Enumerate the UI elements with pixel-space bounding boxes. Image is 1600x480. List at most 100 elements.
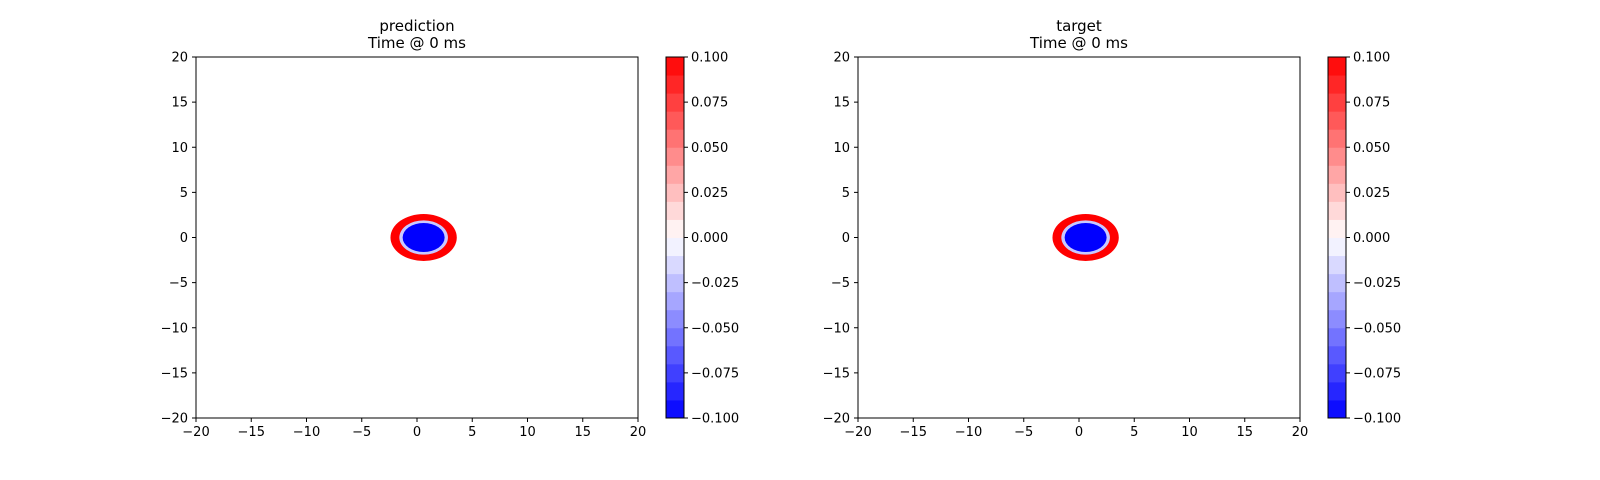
- colorbar-tick-label: 0.000: [1353, 231, 1390, 246]
- colorbar-level: [666, 165, 684, 184]
- x-tick-label: 10: [519, 425, 536, 440]
- colorbar-level: [1328, 183, 1346, 202]
- colorbar-level: [1328, 309, 1346, 329]
- colorbar-level: [666, 75, 684, 94]
- colorbar-level: [1328, 93, 1346, 112]
- x-tick-label: 15: [574, 425, 591, 440]
- colorbar-level: [666, 309, 684, 329]
- colorbar-level: [1328, 111, 1346, 130]
- chart-title: prediction: [379, 17, 454, 35]
- colorbar-level: [1328, 75, 1346, 94]
- colorbar-level: [1328, 147, 1346, 166]
- colorbar-level: [1328, 363, 1346, 383]
- x-tick-label: −5: [1014, 425, 1033, 440]
- colorbar-tick-label: 0.050: [691, 141, 728, 156]
- colorbar-level: [1328, 345, 1346, 365]
- heatmap-negative-core: [1064, 223, 1107, 252]
- y-tick-label: −10: [823, 321, 850, 336]
- colorbar-level: [1328, 255, 1346, 275]
- y-tick-label: −5: [169, 276, 188, 291]
- colorbar-level: [666, 399, 684, 419]
- colorbar-tick-label: −0.050: [691, 321, 739, 336]
- colorbar-level: [666, 219, 684, 238]
- y-tick-label: 15: [171, 96, 188, 111]
- colorbar-level: [1328, 219, 1346, 238]
- colorbar-tick-label: 0.100: [1353, 51, 1390, 66]
- colorbar-tick-label: −0.050: [1353, 321, 1401, 336]
- colorbar-tick-label: 0.075: [691, 96, 728, 111]
- y-tick-label: −20: [161, 412, 188, 427]
- x-tick-label: −15: [900, 425, 927, 440]
- colorbar-level: [1328, 399, 1346, 419]
- x-tick-label: −10: [293, 425, 320, 440]
- colorbar-level: [1328, 327, 1346, 347]
- y-tick-label: 10: [171, 141, 188, 156]
- colorbar-level: [1328, 237, 1346, 257]
- y-tick-label: −20: [823, 412, 850, 427]
- chart-subtitle: Time @ 0 ms: [1029, 34, 1128, 52]
- colorbar-level: [666, 183, 684, 202]
- x-tick-label: 15: [1236, 425, 1253, 440]
- colorbar-level: [1328, 57, 1346, 76]
- colorbar-level: [1328, 381, 1346, 401]
- panel-target: target Time @ 0 ms −20 −15 −10 −5 0 5 10 15 20 −2…: [823, 17, 1402, 440]
- colorbar-level: [1328, 129, 1346, 148]
- y-tick-label: 0: [842, 231, 850, 246]
- x-tick-label: 0: [1075, 425, 1083, 440]
- y-tick-label: 20: [171, 51, 188, 66]
- x-tick-label: 20: [630, 425, 647, 440]
- colorbar-tick-label: 0.075: [1353, 96, 1390, 111]
- x-tick-label: −5: [352, 425, 371, 440]
- colorbar-tick-label: 0.025: [691, 186, 728, 201]
- colorbar-level: [666, 111, 684, 130]
- x-tick-label: −20: [182, 425, 209, 440]
- colorbar-level: [666, 273, 684, 293]
- colorbar-level: [666, 363, 684, 383]
- colorbar-level: [666, 291, 684, 311]
- x-tick-label: 0: [413, 425, 421, 440]
- x-tick-label: −10: [955, 425, 982, 440]
- x-tick-label: −20: [844, 425, 871, 440]
- colorbar-level: [1328, 165, 1346, 184]
- y-tick-label: −15: [161, 366, 188, 381]
- colorbar-tick-label: −0.025: [1353, 276, 1401, 291]
- y-tick-label: 0: [180, 231, 188, 246]
- x-tick-label: 20: [1292, 425, 1309, 440]
- y-tick-label: 5: [180, 186, 188, 201]
- y-tick-label: 10: [833, 141, 850, 156]
- colorbar-level: [666, 201, 684, 220]
- y-tick-label: −10: [161, 321, 188, 336]
- x-tick-label: 5: [1130, 425, 1138, 440]
- y-tick-label: −5: [831, 276, 850, 291]
- y-tick-label: −15: [823, 366, 850, 381]
- x-tick-label: 5: [468, 425, 476, 440]
- x-tick-label: 10: [1181, 425, 1198, 440]
- colorbar-tick-label: −0.025: [691, 276, 739, 291]
- colorbar-tick-label: −0.100: [691, 412, 739, 427]
- colorbar-tick-label: −0.075: [691, 366, 739, 381]
- colorbar-level: [666, 345, 684, 365]
- colorbar-tick-label: 0.000: [691, 231, 728, 246]
- colorbar-level: [1328, 291, 1346, 311]
- colorbar-level: [666, 381, 684, 401]
- colorbar-level: [666, 93, 684, 112]
- colorbar-level: [666, 147, 684, 166]
- y-tick-label: 20: [833, 51, 850, 66]
- chart-title: target: [1056, 17, 1102, 35]
- colorbar-level: [1328, 201, 1346, 220]
- colorbar-tick-label: 0.100: [691, 51, 728, 66]
- chart-subtitle: Time @ 0 ms: [367, 34, 466, 52]
- colorbar-tick-label: −0.075: [1353, 366, 1401, 381]
- colorbar-level: [666, 57, 684, 76]
- y-tick-label: 5: [842, 186, 850, 201]
- colorbar-level: [666, 327, 684, 347]
- colorbar-level: [666, 129, 684, 148]
- colorbar-tick-label: −0.100: [1353, 412, 1401, 427]
- colorbar-tick-label: 0.050: [1353, 141, 1390, 156]
- panel-prediction: prediction Time @ 0 ms −20 −15 −10 −5 0 5 10 15…: [161, 17, 740, 440]
- heatmap-negative-core: [402, 223, 445, 252]
- colorbar-level: [1328, 273, 1346, 293]
- y-tick-label: 15: [833, 96, 850, 111]
- colorbar-level: [666, 237, 684, 257]
